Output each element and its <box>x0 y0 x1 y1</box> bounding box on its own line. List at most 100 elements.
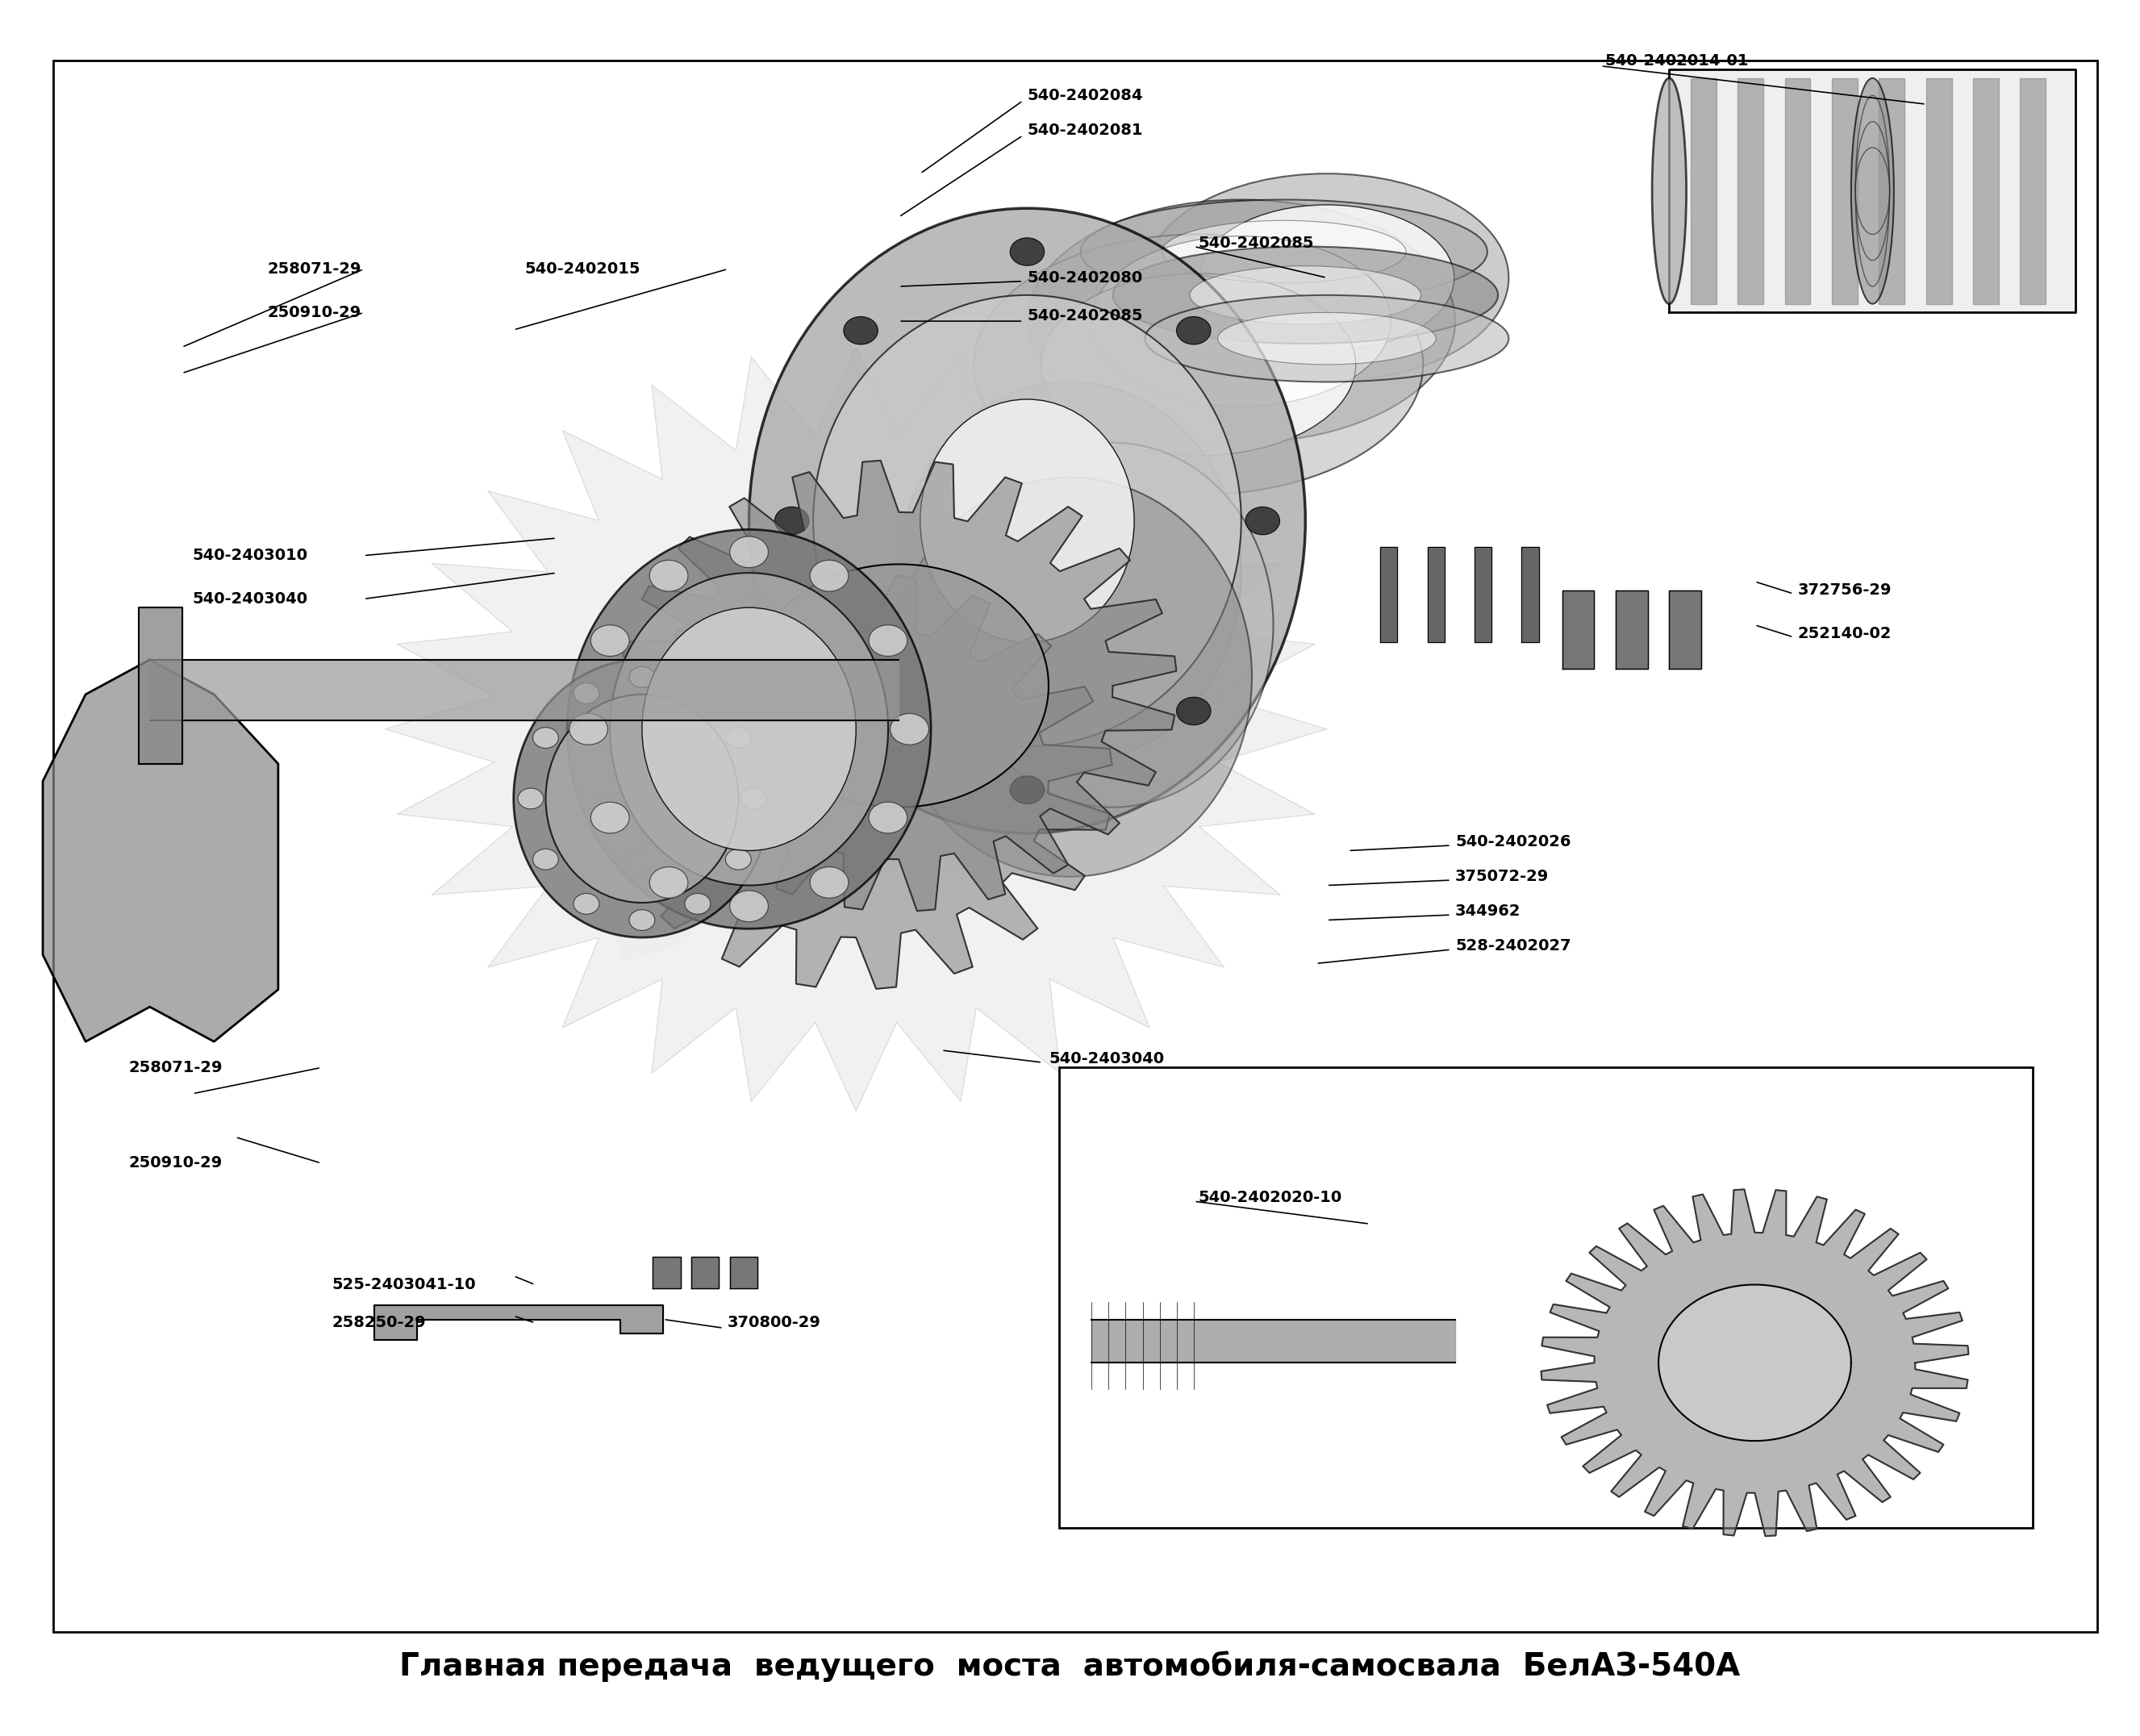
Ellipse shape <box>952 443 1273 807</box>
Ellipse shape <box>1198 205 1453 351</box>
Ellipse shape <box>651 561 687 592</box>
Text: 540-2402080: 540-2402080 <box>1027 271 1143 285</box>
Text: 528-2402027: 528-2402027 <box>1455 939 1571 953</box>
Polygon shape <box>1522 547 1539 642</box>
Ellipse shape <box>629 910 655 930</box>
Text: 344962: 344962 <box>1455 904 1522 918</box>
Ellipse shape <box>1190 266 1421 325</box>
Ellipse shape <box>890 713 929 745</box>
Ellipse shape <box>730 536 768 568</box>
Polygon shape <box>385 347 1327 1111</box>
Text: 370800-29: 370800-29 <box>728 1316 822 1330</box>
Text: Главная передача  ведущего  моста  автомобиля-самосвала  БелАЗ-540А: Главная передача ведущего моста автомоби… <box>400 1651 1740 1682</box>
Ellipse shape <box>567 529 931 929</box>
Ellipse shape <box>725 727 751 748</box>
Polygon shape <box>730 1257 758 1288</box>
Text: 372756-29: 372756-29 <box>1798 583 1892 597</box>
Ellipse shape <box>1113 247 1498 344</box>
Polygon shape <box>621 460 1177 911</box>
Text: 540-2403040: 540-2403040 <box>1049 1052 1164 1066</box>
Ellipse shape <box>1245 507 1280 535</box>
Polygon shape <box>691 1257 719 1288</box>
Polygon shape <box>1669 69 2076 312</box>
Polygon shape <box>749 564 1049 807</box>
Polygon shape <box>1474 547 1492 642</box>
Ellipse shape <box>809 561 847 592</box>
Polygon shape <box>139 608 182 764</box>
Ellipse shape <box>843 316 877 344</box>
Ellipse shape <box>843 698 877 726</box>
Ellipse shape <box>518 788 544 809</box>
Ellipse shape <box>685 894 710 915</box>
Ellipse shape <box>610 573 888 885</box>
Ellipse shape <box>869 802 907 833</box>
Text: 540-2403040: 540-2403040 <box>193 592 308 606</box>
Polygon shape <box>374 1305 663 1340</box>
Text: 540-2402026: 540-2402026 <box>1455 835 1571 849</box>
Ellipse shape <box>1177 316 1211 344</box>
Polygon shape <box>1380 547 1397 642</box>
Polygon shape <box>1541 1189 1969 1536</box>
Ellipse shape <box>1218 312 1436 365</box>
Text: 540-2402020-10: 540-2402020-10 <box>1198 1191 1342 1205</box>
Text: 375072-29: 375072-29 <box>1455 870 1549 884</box>
Polygon shape <box>43 660 278 1042</box>
Text: 540-2403010: 540-2403010 <box>193 549 308 562</box>
Ellipse shape <box>974 234 1423 495</box>
Ellipse shape <box>813 295 1241 746</box>
Text: 540-2402015: 540-2402015 <box>524 262 640 276</box>
Ellipse shape <box>591 625 629 656</box>
Text: 540-2402081: 540-2402081 <box>1027 123 1143 137</box>
Ellipse shape <box>1081 200 1487 304</box>
Ellipse shape <box>533 727 559 748</box>
Ellipse shape <box>1145 295 1509 382</box>
Text: 258071-29: 258071-29 <box>268 262 362 276</box>
Polygon shape <box>599 573 1113 990</box>
Ellipse shape <box>725 849 751 870</box>
Ellipse shape <box>546 694 738 903</box>
Ellipse shape <box>1652 78 1686 304</box>
Ellipse shape <box>1145 174 1509 382</box>
Bar <box>1059 1068 2033 1528</box>
Text: 258250-29: 258250-29 <box>332 1316 426 1330</box>
Text: 540-2402085: 540-2402085 <box>1027 309 1143 323</box>
Ellipse shape <box>514 660 770 937</box>
Polygon shape <box>1562 590 1594 668</box>
Ellipse shape <box>1040 273 1357 455</box>
Polygon shape <box>1616 590 1648 668</box>
Ellipse shape <box>642 608 856 851</box>
Ellipse shape <box>888 477 1252 877</box>
Ellipse shape <box>730 891 768 922</box>
Ellipse shape <box>685 682 710 703</box>
Text: 258071-29: 258071-29 <box>128 1061 223 1075</box>
Ellipse shape <box>574 894 599 915</box>
Ellipse shape <box>648 866 687 898</box>
Text: 250910-29: 250910-29 <box>128 1156 223 1170</box>
Ellipse shape <box>1027 200 1455 443</box>
Text: 540-2402014-01: 540-2402014-01 <box>1605 54 1748 68</box>
Text: 540-2402084: 540-2402084 <box>1027 89 1143 102</box>
Ellipse shape <box>1010 776 1044 804</box>
Ellipse shape <box>1091 236 1391 406</box>
Ellipse shape <box>533 849 559 870</box>
Polygon shape <box>1669 590 1701 668</box>
Ellipse shape <box>629 667 655 687</box>
Ellipse shape <box>920 399 1134 642</box>
Ellipse shape <box>591 802 629 833</box>
Ellipse shape <box>899 382 1241 764</box>
Ellipse shape <box>749 208 1305 833</box>
Ellipse shape <box>574 682 599 703</box>
Polygon shape <box>653 1257 681 1288</box>
Text: 525-2403041-10: 525-2403041-10 <box>332 1278 475 1292</box>
Ellipse shape <box>1162 220 1406 283</box>
Ellipse shape <box>740 788 766 809</box>
Ellipse shape <box>1177 698 1211 726</box>
Polygon shape <box>1659 1285 1851 1441</box>
Ellipse shape <box>1010 238 1044 266</box>
Text: 252140-02: 252140-02 <box>1798 627 1892 641</box>
Ellipse shape <box>775 507 809 535</box>
Polygon shape <box>1427 547 1444 642</box>
Text: 250910-29: 250910-29 <box>268 306 362 319</box>
Text: BelAZ: BelAZ <box>582 748 1044 988</box>
Text: 540-2402085: 540-2402085 <box>1198 236 1314 250</box>
